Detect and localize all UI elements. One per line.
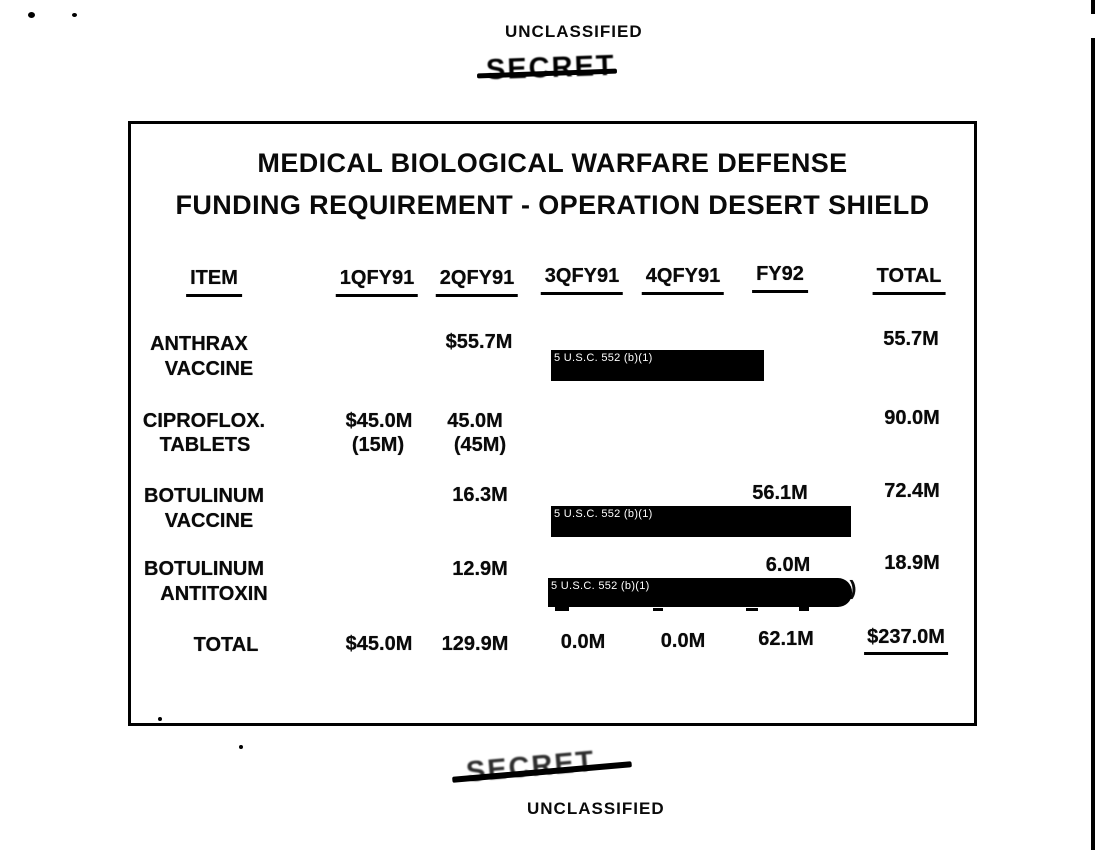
row4-fy92-value: 6.0M (765, 554, 811, 576)
row1-total-value: 55.7M (883, 328, 939, 350)
document-box: MEDICAL BIOLOGICAL WARFARE DEFENSE FUNDI… (128, 121, 977, 726)
doc-title-line1: MEDICAL BIOLOGICAL WARFARE DEFENSE (257, 148, 848, 178)
ink-speck (239, 745, 243, 749)
row4-total-value: 18.9M (884, 552, 940, 574)
total-row-2qfy91: 129.9M (441, 633, 509, 655)
col-header-fy92: FY92 (752, 263, 808, 293)
total-row-fy92: 62.1M (758, 628, 814, 650)
scan-artifact (555, 607, 569, 611)
row4-2qfy91-value: 12.9M (452, 558, 508, 580)
total-row-1qfy91: $45.0M (345, 633, 413, 655)
row4-item-line2: ANTITOXIN (160, 583, 268, 605)
redaction-label: 5 U.S.C. 552 (b)(1) (551, 580, 650, 592)
ink-speck (72, 13, 77, 17)
row2-item-line1: CIPROFLOX. (142, 410, 266, 432)
row1-item-line1: ANTHRAX (150, 333, 248, 355)
redaction-label: 5 U.S.C. 552 (b)(1) (554, 508, 653, 520)
col-header-3qfy91: 3QFY91 (540, 265, 624, 295)
total-row-grand-total: $237.0M (864, 626, 948, 655)
row3-item-line1: BOTULINUM (144, 485, 264, 507)
row1-2qfy91-value: $55.7M (445, 331, 513, 353)
secret-stamp-top-text: SECRET (485, 49, 617, 87)
ink-speck (28, 12, 35, 18)
scan-artifact (653, 608, 663, 611)
row4-paren-mark: ) (849, 578, 857, 600)
row2-1qfy91-qty: (15M) (351, 434, 405, 456)
row2-2qfy91-qty: (45M) (453, 434, 507, 456)
col-header-4qfy91: 4QFY91 (641, 265, 725, 295)
total-row-label: TOTAL (193, 634, 259, 656)
redaction-label: 5 U.S.C. 552 (b)(1) (554, 352, 653, 364)
scan-artifact (799, 607, 809, 611)
scan-artifact (746, 608, 758, 611)
redaction-bar: 5 U.S.C. 552 (b)(1) (551, 506, 851, 537)
classification-top: UNCLASSIFIED (505, 22, 643, 41)
total-row-4qfy91: 0.0M (660, 630, 706, 652)
row4-item-line1: BOTULINUM (144, 558, 264, 580)
redaction-bar: 5 U.S.C. 552 (b)(1) (551, 350, 764, 381)
scan-edge-line (1091, 38, 1095, 850)
ink-speck (158, 717, 162, 721)
col-header-item: ITEM (186, 267, 242, 297)
row2-total-value: 90.0M (884, 407, 940, 429)
row3-item-line2: VACCINE (164, 510, 254, 532)
row2-1qfy91-value: $45.0M (345, 410, 413, 432)
row1-item-line2: VACCINE (164, 358, 254, 380)
col-header-1qfy91: 1QFY91 (335, 267, 419, 297)
row2-2qfy91-value: 45.0M (447, 410, 503, 432)
doc-title-line2: FUNDING REQUIREMENT - OPERATION DESERT S… (175, 190, 930, 220)
scan-edge-line (1091, 0, 1095, 14)
row3-total-value: 72.4M (884, 480, 940, 502)
col-header-total: TOTAL (872, 265, 946, 295)
redaction-bar: 5 U.S.C. 552 (b)(1) (548, 578, 852, 607)
row3-2qfy91-value: 16.3M (452, 484, 508, 506)
row2-item-line2: TABLETS (159, 434, 251, 456)
classification-bottom: UNCLASSIFIED (527, 799, 665, 818)
row3-fy92-value: 56.1M (752, 482, 808, 504)
total-row-3qfy91: 0.0M (560, 631, 606, 653)
col-header-2qfy91: 2QFY91 (435, 267, 519, 297)
